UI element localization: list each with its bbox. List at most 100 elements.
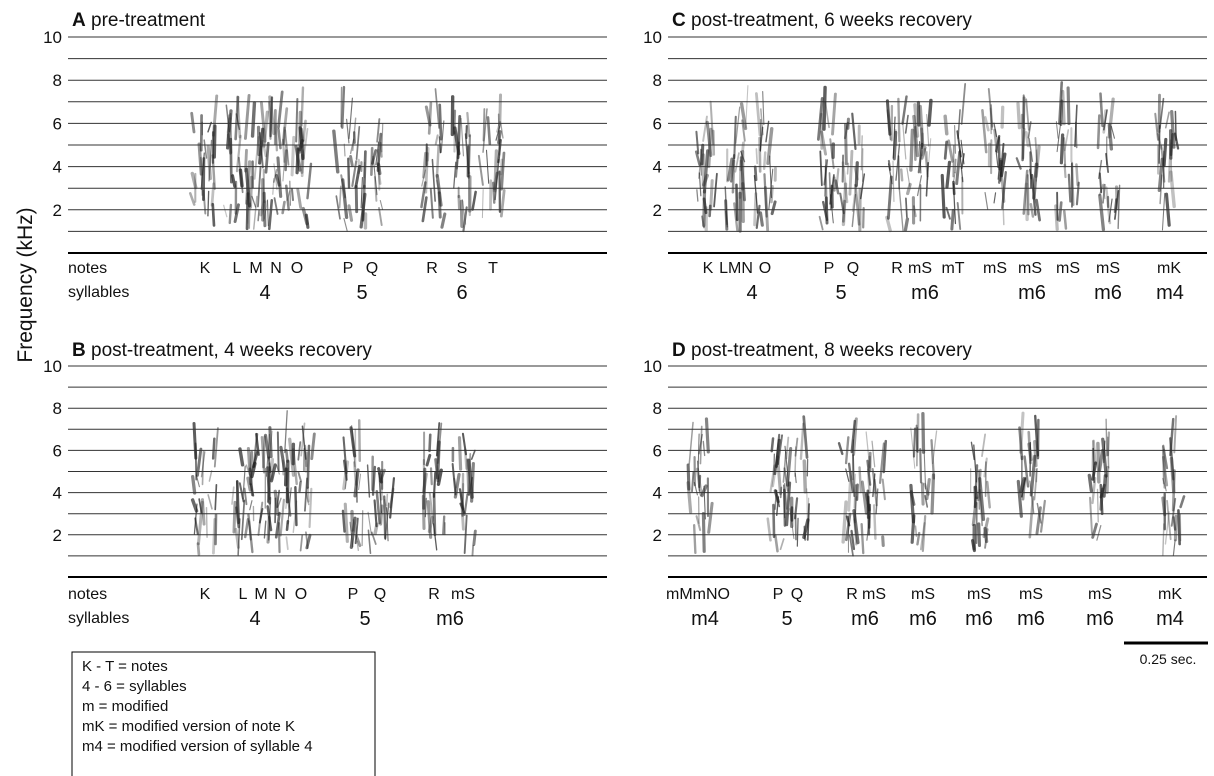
spectrogram-trace xyxy=(421,169,427,187)
spectrogram-trace xyxy=(1063,137,1067,168)
spectrogram-trace xyxy=(930,439,936,480)
spectrogram-trace xyxy=(806,503,810,541)
spectrogram-trace xyxy=(816,97,824,141)
spectrogram-trace xyxy=(705,120,713,157)
spectrogram-trace xyxy=(429,188,434,219)
spectrogram-trace xyxy=(1033,467,1038,501)
spectrogram-trace xyxy=(246,476,252,492)
spectrogram-trace xyxy=(343,502,349,543)
spectrogram-trace xyxy=(841,154,845,183)
y-axis-label: Frequency (kHz) xyxy=(14,207,37,362)
spectrogram-trace xyxy=(850,419,857,454)
spectrogram-trace xyxy=(739,141,745,172)
spectrogram-trace xyxy=(366,464,371,498)
spectrogram-trace xyxy=(376,118,381,143)
syllable-label: 6 xyxy=(456,282,467,304)
spectrogram-trace xyxy=(1099,483,1104,516)
spectrogram-trace xyxy=(1034,414,1039,457)
note-label: Q xyxy=(366,260,378,277)
spectrogram-trace xyxy=(196,447,203,477)
spectrogram-trace xyxy=(191,474,197,495)
spectrogram-trace xyxy=(695,130,700,155)
spectrogram-trace xyxy=(1107,436,1110,469)
spectrogram-trace xyxy=(214,484,218,511)
spectrogram-trace xyxy=(362,150,367,189)
spectrogram-trace xyxy=(1169,417,1175,457)
panel-letter: B xyxy=(72,340,86,361)
spectrogram-trace xyxy=(243,518,250,539)
spectrogram-trace xyxy=(920,482,925,506)
spectrogram-trace xyxy=(425,453,432,467)
spectrogram-trace xyxy=(493,171,499,191)
spectrogram-trace xyxy=(779,538,785,551)
spectrogram-trace xyxy=(943,140,948,160)
panel-title: D post-treatment, 8 weeks recovery xyxy=(672,340,972,361)
note-label: S xyxy=(457,260,468,277)
note-label: P xyxy=(773,586,784,603)
spectrogram-trace xyxy=(258,131,264,169)
spectrogram-trace xyxy=(190,498,199,513)
spectrogram-trace xyxy=(766,126,774,166)
syllable-label: 4 xyxy=(259,282,270,304)
spectrogram-trace xyxy=(422,467,427,510)
spectrogram-trace xyxy=(471,190,477,211)
spectrogram-trace xyxy=(755,92,762,137)
spectrogram-trace xyxy=(343,217,348,232)
spectrogram-trace xyxy=(1016,479,1023,518)
spectrogram-trace xyxy=(298,481,302,493)
spectrogram-trace xyxy=(299,534,304,552)
spectrogram-trace xyxy=(273,169,278,183)
spectrogram-trace xyxy=(436,468,443,487)
syllable-label: m4 xyxy=(691,608,719,630)
spectrogram-trace xyxy=(1161,446,1165,485)
spectrogram-trace xyxy=(375,141,380,166)
spectrogram-trace xyxy=(258,508,264,524)
y-tick-label: 6 xyxy=(653,114,662,133)
spectrogram-trace xyxy=(1021,96,1026,129)
spectrogram-trace xyxy=(477,154,484,186)
spectrogram-trace xyxy=(1173,514,1178,542)
spectrogram-trace xyxy=(188,192,196,206)
spectrogram-trace xyxy=(986,480,991,509)
spectrogram-trace xyxy=(354,517,359,545)
spectrogram-trace xyxy=(846,162,850,175)
spectrogram-trace xyxy=(466,458,470,496)
spectrogram-trace xyxy=(940,173,946,219)
syllable-label: 5 xyxy=(359,608,370,630)
spectrogram-trace xyxy=(482,108,486,142)
spectrogram-trace xyxy=(424,152,429,194)
spectrogram-trace xyxy=(1102,183,1106,200)
spectrogram-trace xyxy=(1055,121,1059,139)
spectrogram-trace xyxy=(796,517,799,547)
spectrogram-trace xyxy=(1059,133,1065,165)
spectrogram-trace xyxy=(378,206,383,226)
spectrogram-trace xyxy=(762,91,765,126)
spectrogram-trace xyxy=(1106,431,1111,457)
spectrogram-trace xyxy=(854,183,861,226)
spectrogram-trace xyxy=(250,101,257,138)
spectrogram-trace xyxy=(913,103,920,138)
spectrogram-trace xyxy=(310,432,316,461)
note-label: mS xyxy=(1088,586,1112,603)
note-label: P xyxy=(348,586,359,603)
spectrogram-trace xyxy=(1061,89,1066,126)
spectrogram-trace xyxy=(952,144,955,178)
spectrogram-trace xyxy=(301,425,307,460)
spectrogram-trace xyxy=(958,149,964,183)
spectrogram-trace xyxy=(453,109,457,135)
panel-letter: D xyxy=(672,340,686,361)
spectrogram-trace xyxy=(282,144,287,182)
spectrogram-trace xyxy=(709,179,714,211)
spectrogram-trace xyxy=(829,138,835,169)
spectrogram-trace xyxy=(724,186,728,225)
legend-entry: 4 - 6 = syllables xyxy=(82,678,187,695)
spectrogram-trace xyxy=(286,190,291,202)
spectrogram-trace xyxy=(500,151,506,191)
spectrogram-trace xyxy=(208,139,213,182)
spectrogram-trace xyxy=(979,488,983,527)
spectrogram-trace xyxy=(349,426,357,458)
spectrogram-trace xyxy=(802,459,808,494)
spectrogram-trace xyxy=(983,457,988,478)
note-label: mS xyxy=(1019,586,1043,603)
spectrogram-trace xyxy=(361,510,364,547)
